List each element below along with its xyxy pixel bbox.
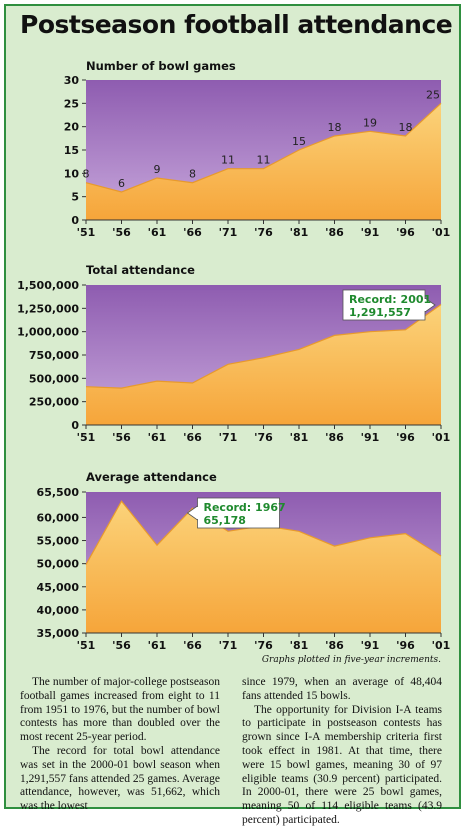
chart-title: Total attendance [86,263,195,277]
y-tick-label: 15 [64,144,79,157]
y-tick-label: 55,000 [37,535,80,548]
x-tick-label: '61 [148,226,167,239]
y-tick-label: 25 [64,97,79,110]
article-paragraph: The opportunity for Division I-A teams t… [242,703,442,826]
chart-title: Average attendance [86,470,217,484]
x-tick-label: '56 [112,431,131,444]
x-tick-label: '91 [361,639,380,652]
article-column-1: The number of major-college postseason f… [20,676,220,814]
y-tick-label: 45,000 [37,581,80,594]
callout-box [197,497,280,529]
x-tick-label: '81 [290,226,309,239]
y-tick-label: 60,000 [37,511,80,524]
article-paragraph-continued: since 1979, when an average of 48,404 fa… [242,676,442,702]
x-tick-label: '61 [148,431,167,444]
x-tick-label: '91 [361,226,380,239]
chart-1: Number of bowl games 0 5 10 15 20 25 30 '51 '56 '6… [64,59,451,239]
x-tick-label: '51 [77,226,96,239]
y-tick-label: 5 [71,191,79,204]
data-label: 19 [363,116,377,129]
data-label: 8 [83,168,90,181]
x-tick-label: '01 [432,639,451,652]
y-tick-label: 1,250,000 [17,302,79,315]
y-tick-label: 1,500,000 [17,279,79,292]
x-tick-label: '96 [396,639,415,652]
x-tick-label: '86 [325,226,344,239]
data-label: 15 [292,135,306,148]
chart-2: Total attendance 0 250,000 500,000 750,000 1,… [17,263,450,444]
y-tick-label: 0 [71,214,79,227]
y-tick-label: 1,000,000 [17,326,79,339]
y-tick-label: 30 [64,74,80,87]
article-paragraph: The record for total bowl attendance was… [20,744,220,813]
callout-value: 1,291,557 [349,306,411,319]
data-label: 11 [257,154,271,167]
y-tick-label: 40,000 [37,604,80,617]
x-tick-label: '86 [325,431,344,444]
series-area [86,103,441,220]
data-label: 18 [328,121,342,134]
x-tick-label: '56 [112,639,131,652]
y-tick-label: 20 [64,121,80,134]
y-tick-label: 35,000 [37,627,80,640]
data-label: 11 [221,154,235,167]
x-tick-label: '66 [183,639,202,652]
x-tick-label: '86 [325,639,344,652]
x-tick-label: '81 [290,639,309,652]
y-tick-label: 0 [71,419,79,432]
callout-box [342,289,426,321]
data-label: 18 [399,121,413,134]
x-tick-label: '71 [219,226,238,239]
y-tick-label: 500,000 [29,372,79,385]
callout-value: 65,178 [204,514,246,527]
y-tick-label: 50,000 [37,558,80,571]
charts-root: Number of bowl games 0 5 10 15 20 25 30 '51 '56 '6… [17,59,450,665]
x-tick-label: '96 [396,431,415,444]
x-tick-label: '76 [254,639,273,652]
callout-label: Record: 2001 [349,293,431,306]
x-tick-label: '76 [254,226,273,239]
series-line [85,304,442,389]
series-area [86,501,441,633]
article-paragraph: The number of major-college postseason f… [20,676,220,744]
x-tick-label: '66 [183,226,202,239]
x-tick-label: '71 [219,431,238,444]
y-tick-label: 250,000 [29,396,79,409]
data-label: 8 [189,168,196,181]
chart-3: Average attendance 35,000 40,000 45,000 50,0… [37,470,451,665]
series-line [85,102,442,193]
data-label: 6 [118,177,125,190]
x-tick-label: '61 [148,639,167,652]
x-tick-label: '01 [432,431,451,444]
callout-joint [423,299,426,311]
x-tick-label: '56 [112,226,131,239]
data-label: 25 [426,88,440,101]
y-tick-label: 10 [64,167,80,180]
data-label: 9 [154,163,161,176]
x-tick-label: '96 [396,226,415,239]
callout-label: Record: 1967 [204,501,286,514]
x-tick-label: '91 [361,431,380,444]
x-tick-label: '66 [183,431,202,444]
chart-note: Graphs plotted in five-year increments. [262,655,441,665]
x-tick-label: '76 [254,431,273,444]
callout-joint [196,507,200,519]
x-tick-label: '01 [432,226,451,239]
series-area [86,304,441,425]
page-title: Postseason football attendance [20,10,453,39]
chart-title: Number of bowl games [86,59,236,73]
y-tick-label: 65,500 [37,486,80,499]
x-tick-label: '71 [219,639,238,652]
y-tick-label: 750,000 [29,349,79,362]
article-column-2: since 1979, when an average of 48,404 fa… [242,676,442,828]
x-tick-label: '51 [77,639,96,652]
x-tick-label: '51 [77,431,96,444]
x-tick-label: '81 [290,431,309,444]
